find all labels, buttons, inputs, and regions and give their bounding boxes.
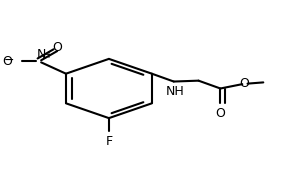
Text: +: +: [44, 50, 52, 60]
Text: O: O: [216, 107, 225, 120]
Text: NH: NH: [166, 85, 184, 98]
Text: O: O: [240, 77, 249, 90]
Text: O: O: [53, 41, 62, 54]
Text: F: F: [105, 135, 113, 148]
Text: −: −: [4, 54, 14, 67]
Text: N: N: [37, 48, 46, 61]
Text: O: O: [3, 55, 12, 68]
